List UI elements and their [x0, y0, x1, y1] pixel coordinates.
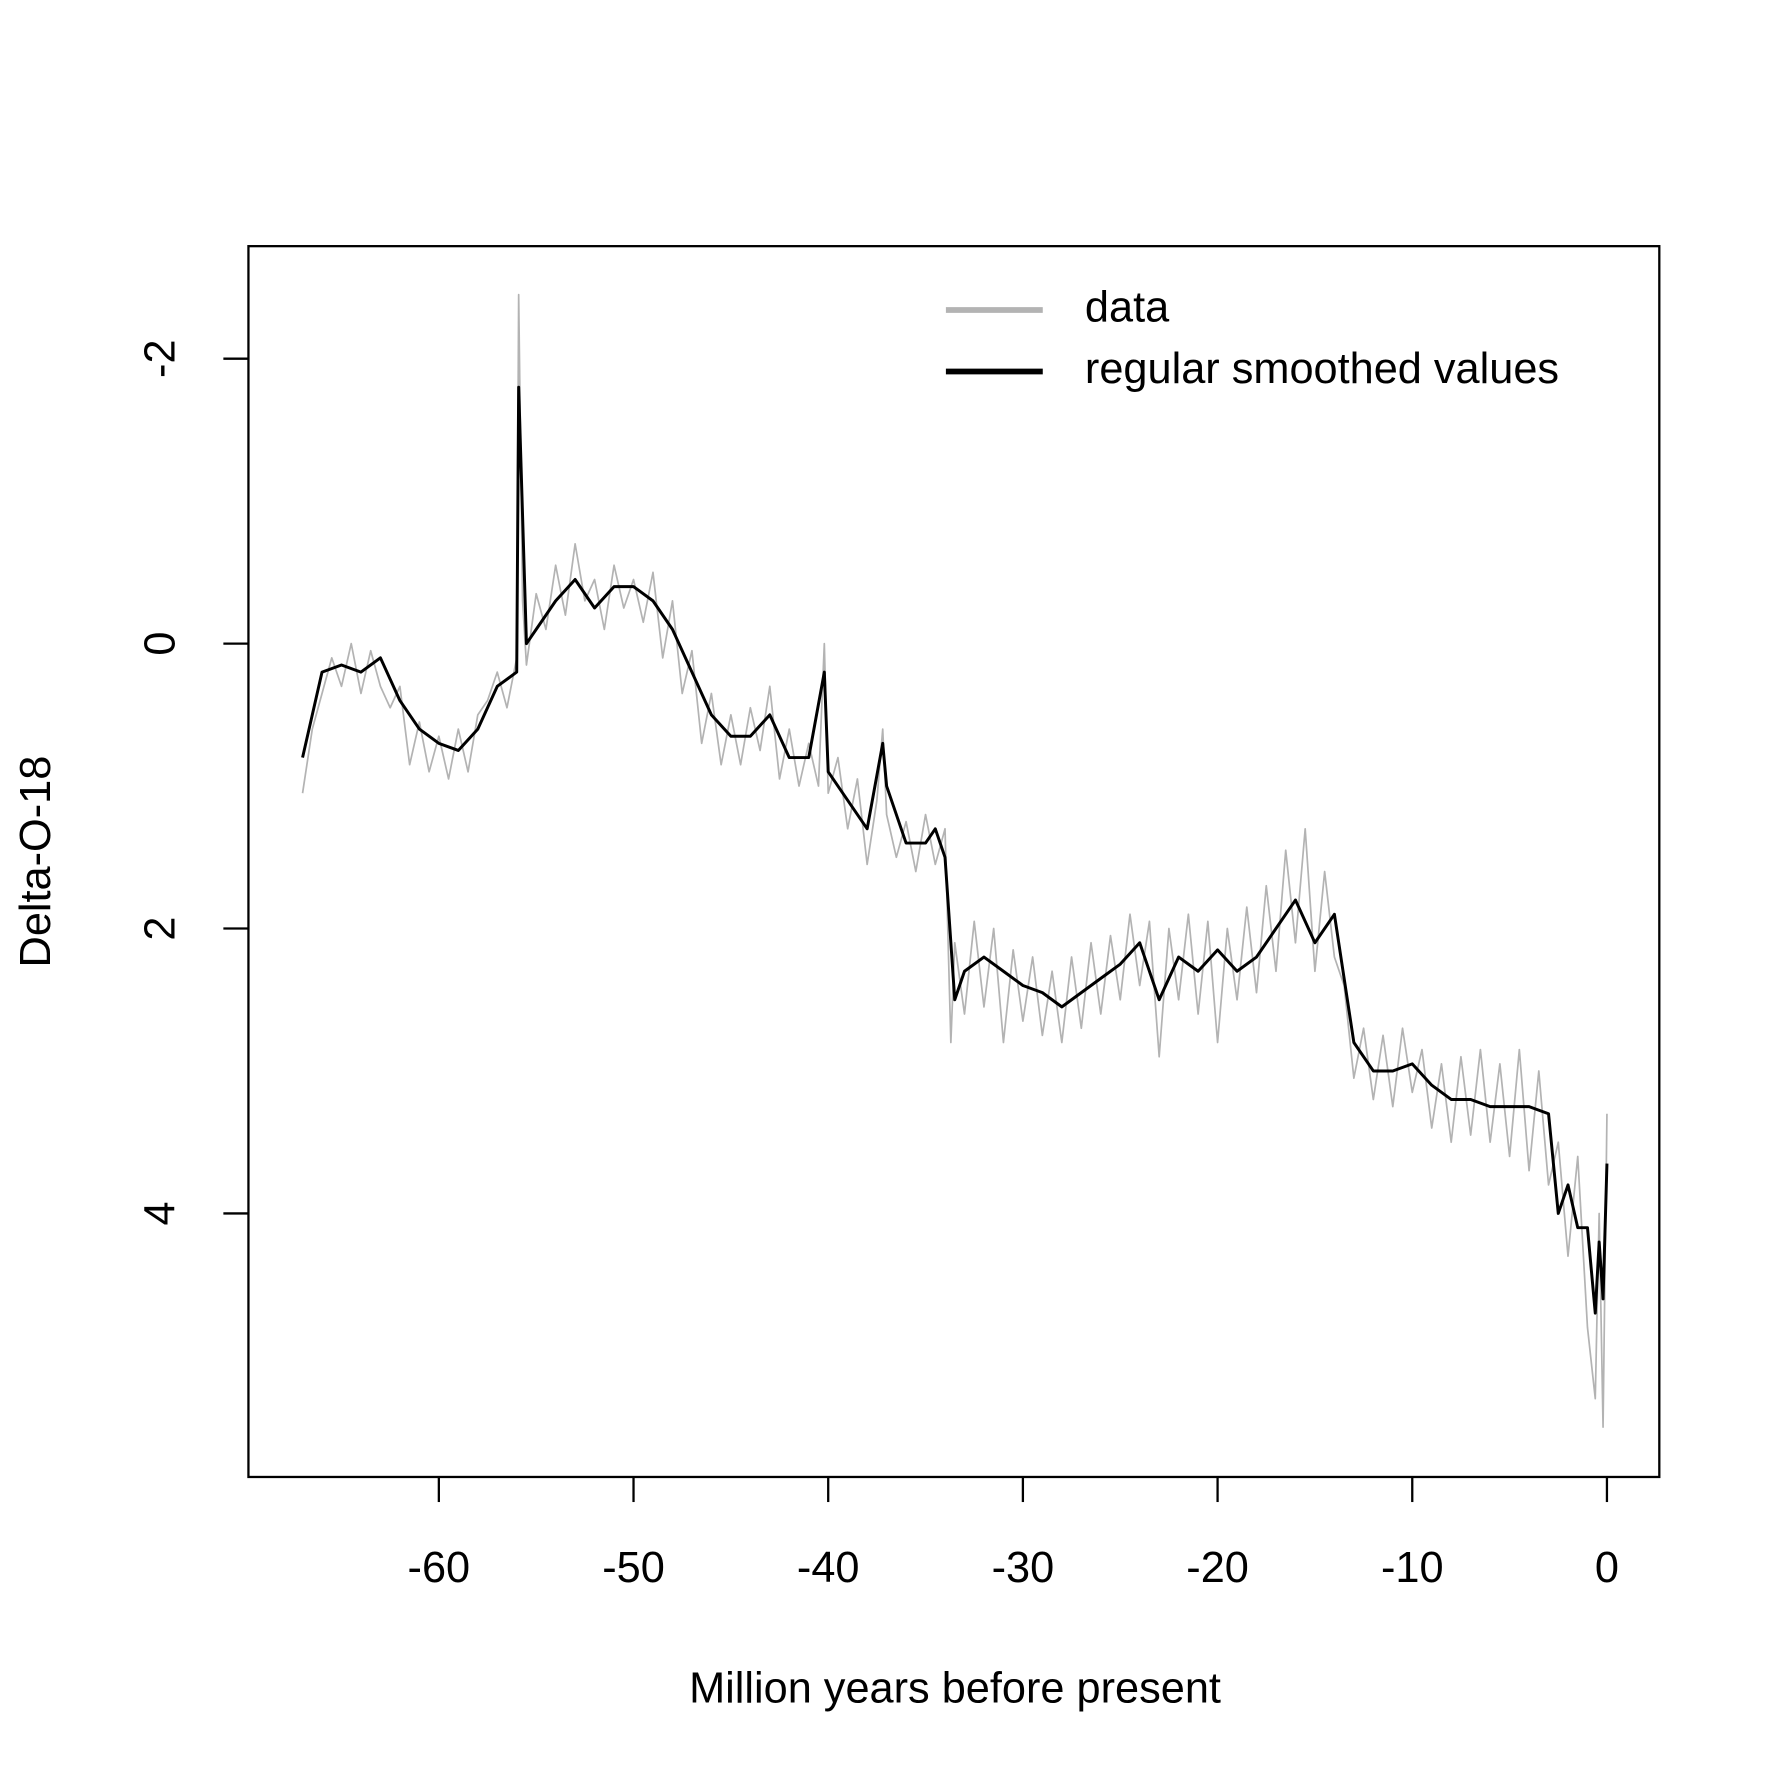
x-tick-label: -30: [992, 1544, 1055, 1592]
x-tick-label: -10: [1381, 1544, 1444, 1592]
x-tick-label: 0: [1595, 1544, 1619, 1592]
y-tick-label: 4: [136, 1201, 184, 1225]
x-tick-label: -20: [1186, 1544, 1249, 1592]
x-tick-label: -40: [797, 1544, 860, 1592]
y-tick-label: -2: [136, 339, 184, 377]
y-tick-label: 2: [136, 916, 184, 940]
y-axis-label: Delta-O-18: [12, 756, 60, 968]
legend-label: data: [1085, 283, 1170, 331]
series-line: [301, 385, 1609, 1315]
legend-label: regular smoothed values: [1085, 345, 1559, 393]
y-tick-label: 0: [136, 632, 184, 656]
plot-frame: [247, 245, 1661, 1479]
x-axis-label: Million years before present: [689, 1665, 1221, 1713]
x-tick-label: -60: [408, 1544, 471, 1592]
x-tick-label: -50: [602, 1544, 665, 1592]
